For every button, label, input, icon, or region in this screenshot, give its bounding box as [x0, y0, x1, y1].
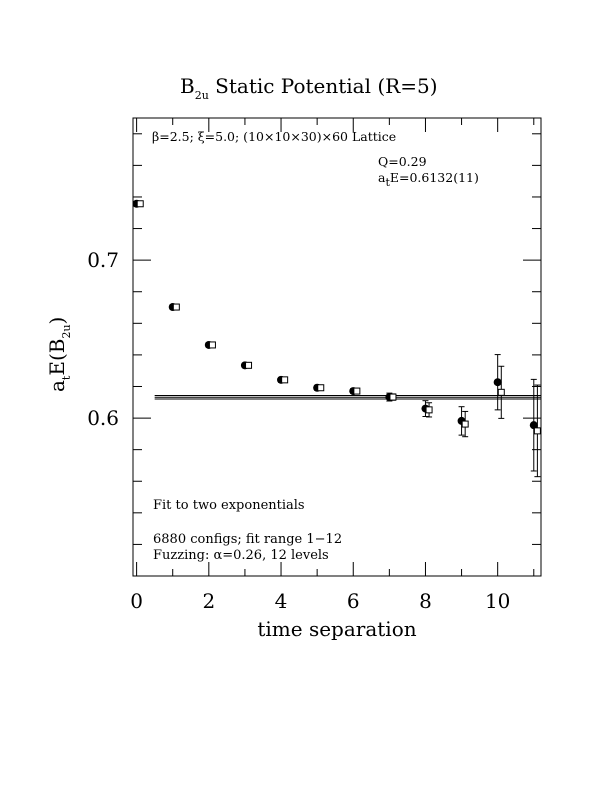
data-point-square [208, 341, 216, 349]
y-tick-labels: 0.6 0.7 [87, 248, 119, 430]
fit-annotation: Fit to two exponentials [153, 498, 305, 513]
y-axis-label-a: a [45, 380, 69, 392]
data-point-square [136, 200, 144, 208]
y-axis-label-mid: E(B [45, 339, 69, 376]
energy-a: a [378, 170, 386, 185]
data-point-square [245, 361, 253, 369]
chart-title: B2u Static Potential (R=5) [180, 74, 438, 102]
energy-t: t [385, 176, 390, 189]
data-point-square [317, 384, 325, 392]
y-axis-label-sub: 2u [60, 324, 73, 338]
x-tick-label: 4 [275, 589, 288, 613]
x-tick-labels: 0 2 4 6 8 10 [130, 589, 510, 613]
configs-annotation: 6880 configs; fit range 1−12 [153, 532, 342, 547]
data-point-square [425, 406, 433, 414]
fuzzing-annotation: Fuzzing: α=0.26, 12 levels [153, 548, 329, 563]
data-point-circle [529, 421, 538, 430]
y-axis-label-t: t [60, 375, 73, 380]
data-point-circle [493, 378, 502, 387]
x-tick-label: 8 [419, 589, 432, 613]
data-points [132, 199, 541, 478]
axis-ticks [133, 118, 541, 577]
energy-annotation: atE=0.6132(11) [378, 170, 479, 189]
x-axis-label: time separation [257, 617, 416, 641]
y-axis-label-end: ) [45, 317, 69, 325]
x-tick-label: 6 [347, 589, 360, 613]
x-tick-label: 2 [202, 589, 215, 613]
lattice-annotation: β=2.5; ξ=5.0; (10×10×30)×60 Lattice [152, 129, 396, 144]
chart-title-sub: 2u [195, 89, 209, 102]
y-axis-label: atE(B2u) [45, 317, 73, 392]
data-point-square [281, 376, 289, 384]
chart-title-rest: Static Potential (R=5) [209, 74, 438, 98]
data-point-square [497, 388, 505, 396]
fit-band [154, 394, 541, 400]
data-point-square [461, 420, 469, 428]
q-annotation: Q=0.29 [378, 154, 427, 169]
data-point-square [353, 387, 361, 395]
data-point-square [172, 303, 180, 311]
energy-rest: E=0.6132(11) [390, 170, 479, 185]
y-tick-label: 0.7 [87, 248, 119, 272]
x-tick-label: 10 [485, 589, 510, 613]
plot-frame [132, 117, 542, 577]
y-tick-label: 0.6 [87, 406, 119, 430]
data-point-square [533, 427, 541, 435]
data-point-square [389, 393, 397, 401]
x-tick-label: 0 [130, 589, 143, 613]
chart-title-main: B [180, 74, 195, 98]
